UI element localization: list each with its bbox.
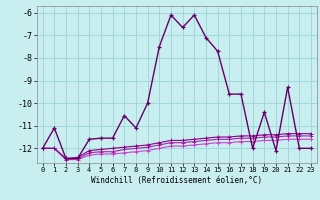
X-axis label: Windchill (Refroidissement éolien,°C): Windchill (Refroidissement éolien,°C) <box>91 176 262 185</box>
